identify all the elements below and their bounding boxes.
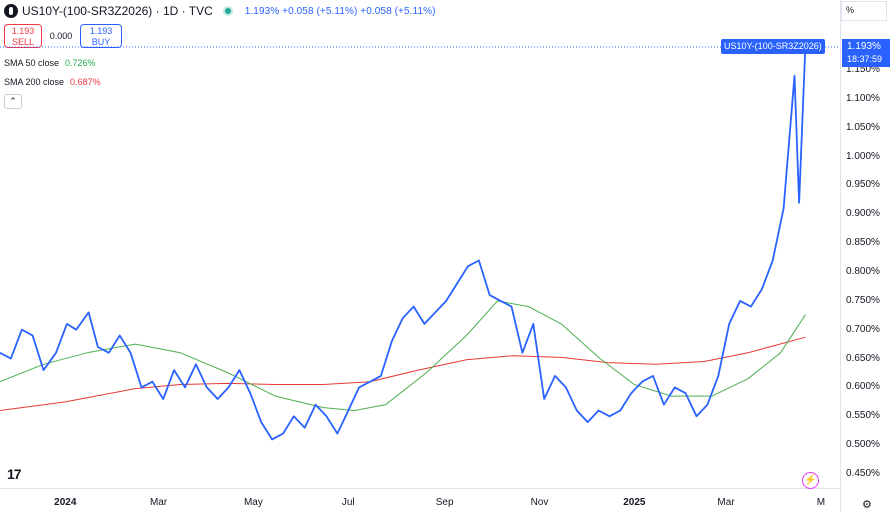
chevron-up-icon[interactable]: ⌃ — [4, 94, 22, 109]
y-tick-label: 0.750% — [846, 294, 880, 306]
y-tick-label: 0.550% — [846, 410, 880, 422]
sell-price: 1.193 — [11, 26, 35, 36]
market-status-icon[interactable] — [224, 8, 231, 14]
buy-label: BUY — [91, 37, 111, 47]
x-tick-label: Sep — [435, 497, 454, 508]
last-quote: 1.193% +0.058 (+5.11%) +0.058 (+5.11%) — [244, 5, 436, 17]
buy-button[interactable]: 1.193 BUY — [80, 24, 122, 48]
y-tick-label: 0.800% — [846, 266, 880, 277]
y-tick-label: 1.150% — [846, 64, 880, 75]
x-tick-label: 2025 — [623, 497, 646, 508]
sma200-value: 0.687% — [70, 77, 101, 87]
series-line-sma50 — [0, 300, 806, 411]
y-tick-label: 0.700% — [846, 323, 880, 335]
spread-value: 0.000 — [49, 31, 73, 41]
x-tick-label: Mar — [717, 497, 735, 508]
buy-price: 1.193 — [89, 26, 113, 36]
y-tick-label: 0.500% — [846, 439, 880, 451]
y-tick-label: 0.650% — [846, 352, 880, 364]
y-tick-label: 0.900% — [846, 208, 880, 220]
x-tick-label: M — [816, 497, 826, 508]
series-line-main — [0, 45, 807, 441]
bar-countdown: 18:37:59 — [847, 54, 883, 64]
trade-panel: 1.193 SELL 0.000 1.193 BUY — [4, 24, 122, 48]
last-price: 1.193% — [847, 41, 881, 52]
indicator-sma50[interactable]: SMA 50 close 0.726% — [4, 58, 96, 68]
x-tick-label: Mar — [149, 497, 168, 508]
sma50-label: SMA 50 close — [4, 58, 60, 68]
chart-header: US10Y-(100-SR3Z2026) · 1D · TVC 1.193% +… — [0, 0, 842, 22]
unit-selector[interactable]: % — [841, 1, 887, 21]
tradingview-logo-icon[interactable]: 17 — [7, 466, 22, 482]
sell-label: SELL — [11, 37, 35, 47]
indicator-sma200[interactable]: SMA 200 close 0.687% — [4, 77, 101, 87]
sma200-label: SMA 200 close — [4, 77, 65, 87]
y-tick-label: 1.100% — [846, 92, 880, 104]
y-tick-label: 0.600% — [846, 381, 880, 393]
x-tick-label: May — [243, 497, 263, 508]
series-line-sma200 — [0, 336, 806, 411]
y-tick-label: 0.850% — [846, 237, 880, 249]
sma50-value: 0.726% — [65, 58, 96, 68]
x-tick-label: Jul — [341, 497, 355, 508]
y-tick-label: 1.000% — [846, 150, 880, 162]
series-label-tag: US10Y-(100-SR3Z2026) — [721, 39, 825, 54]
y-tick-label: 1.050% — [846, 121, 880, 133]
last-price-tag: 1.193% 18:37:59 — [842, 39, 890, 67]
sell-button[interactable]: 1.193 SELL — [4, 24, 42, 48]
y-tick-label: 0.950% — [846, 179, 880, 191]
x-tick-label: Nov — [530, 497, 549, 508]
symbol-title[interactable]: US10Y-(100-SR3Z2026) · 1D · TVC — [22, 4, 213, 18]
flash-icon[interactable]: ⚡ — [802, 472, 819, 489]
gear-icon[interactable]: ⚙ — [862, 499, 872, 511]
x-tick-label: 2024 — [54, 497, 77, 508]
symbol-logo-icon[interactable] — [4, 4, 18, 18]
y-tick-label: 0.450% — [846, 468, 880, 479]
